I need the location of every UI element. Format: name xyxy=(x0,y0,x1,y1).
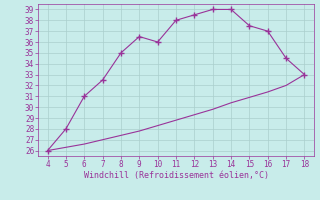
X-axis label: Windchill (Refroidissement éolien,°C): Windchill (Refroidissement éolien,°C) xyxy=(84,171,268,180)
